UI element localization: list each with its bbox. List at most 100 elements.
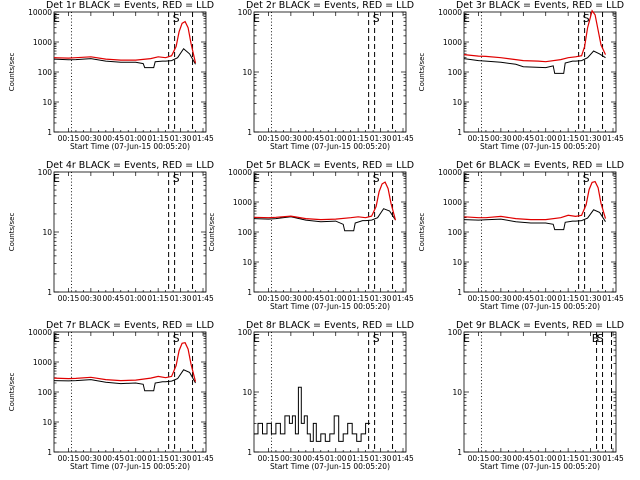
det-8r-events-line [254, 386, 371, 442]
det-9r-ytick-label: 100 [448, 328, 463, 337]
det-9r-title: Det 9r BLACK = Events, RED = LLD [456, 320, 624, 331]
det-2r-title: Det 2r BLACK = Events, RED = LLD [246, 0, 414, 11]
det-8r-xtick-label: 01:30 [370, 454, 392, 463]
det-4r-ytick-label: 1 [47, 288, 52, 297]
det-3r-xtick-label: 00:45 [512, 134, 534, 143]
det-4r-yaxis-title: Counts/sec [8, 213, 16, 252]
det-2r-xtick-label: 00:30 [280, 134, 302, 143]
det-3r-xaxis-title: Start Time (07-Jun-15 00:05:20) [480, 142, 600, 151]
det-9r-xtick-label: 01:45 [602, 454, 624, 463]
det-3r-events-line [463, 50, 606, 74]
det-7r-xtick-label: 00:45 [102, 454, 124, 463]
det-2r-panel: Det 2r BLACK = Events, RED = LLD 1 10 100 00… [238, 0, 414, 151]
det-5r-marker-label-e: E [253, 172, 260, 185]
det-1r-xtick-label: 01:45 [192, 134, 214, 143]
det-6r-title: Det 6r BLACK = Events, RED = LLD [456, 160, 624, 171]
det-2r-xtick-label: 00:15 [258, 134, 280, 143]
det-8r-ytick-label: 10 [242, 388, 252, 397]
det-7r-xtick-label: 01:15 [147, 454, 169, 463]
det-4r-ytick-label: 100 [38, 168, 53, 177]
det-9r-xtick-label: 00:45 [512, 454, 534, 463]
det-9r-xtick-label: 00:15 [468, 454, 490, 463]
det-4r-xtick-label: 01:45 [192, 294, 214, 303]
det-9r-marker-label-s: S [597, 332, 604, 345]
det-7r-xtick-label: 01:00 [125, 454, 147, 463]
det-6r-ytick-label: 1000 [443, 198, 462, 207]
det-4r-panel: Det 4r BLACK = Events, RED = LLD 1 10 100 00… [8, 160, 214, 303]
det-3r-ytick-label: 1 [457, 128, 462, 137]
det-8r-marker-label-s: S [373, 332, 380, 345]
det-6r-yaxis-title: Counts/sec [418, 213, 426, 252]
det-1r-ytick-label: 1000 [33, 38, 52, 47]
det-4r-ytick-label: 10 [42, 228, 52, 237]
det-9r-xtick-label: 01:15 [557, 454, 579, 463]
det-3r-xtick-label: 01:30 [580, 134, 602, 143]
det-8r-xtick-label: 01:15 [347, 454, 369, 463]
det-6r-xtick-label: 00:30 [490, 294, 512, 303]
det-7r-lld-line [53, 342, 197, 382]
det-6r-xaxis-title: Start Time (07-Jun-15 00:05:20) [480, 302, 600, 311]
det-8r-title: Det 8r BLACK = Events, RED = LLD [246, 320, 414, 331]
det-2r-xtick-label: 00:45 [302, 134, 324, 143]
det-1r-ytick-label: 10000 [28, 8, 52, 17]
det-5r-xtick-label: 01:15 [347, 294, 369, 303]
det-6r-xtick-label: 01:00 [535, 294, 557, 303]
det-4r-xtick-label: 01:30 [170, 294, 192, 303]
det-6r-ytick-label: 1 [457, 288, 462, 297]
det-8r-ytick-label: 1 [247, 448, 252, 457]
det-3r-yaxis-title: Counts/sec [418, 53, 426, 92]
det-5r-lld-line [253, 181, 397, 221]
det-2r-xtick-label: 01:15 [347, 134, 369, 143]
det-5r-marker-label-s: S [373, 172, 380, 185]
det-9r-marker-label-e: E [463, 332, 470, 345]
det-4r-xtick-label: 01:00 [125, 294, 147, 303]
det-4r-marker-label-s: S [173, 172, 180, 185]
det-1r-yaxis-title: Counts/sec [8, 53, 16, 92]
det-3r-xtick-label: 01:15 [557, 134, 579, 143]
det-8r-marker-label-e: E [253, 332, 260, 345]
det-5r-xtick-label: 01:00 [325, 294, 347, 303]
det-7r-ytick-label: 10 [42, 418, 52, 427]
det-4r-title: Det 4r BLACK = Events, RED = LLD [46, 160, 214, 171]
det-7r-xaxis-title: Start Time (07-Jun-15 00:05:20) [70, 462, 190, 471]
det-7r-xtick-label: 00:30 [80, 454, 102, 463]
det-8r-xaxis-title: Start Time (07-Jun-15 00:05:20) [270, 462, 390, 471]
det-5r-ytick-label: 1000 [233, 198, 252, 207]
det-7r-events-line [53, 369, 196, 392]
det-5r-xtick-label: 00:15 [258, 294, 280, 303]
det-9r-panel: Det 9r BLACK = Events, RED = LLD 1 10 100 00… [448, 320, 624, 471]
det-7r-ytick-label: 100 [38, 388, 53, 397]
det-1r-xaxis-title: Start Time (07-Jun-15 00:05:20) [70, 142, 190, 151]
det-9r-ytick-label: 1 [457, 448, 462, 457]
det-3r-ytick-label: 10000 [438, 8, 462, 17]
det-3r-marker-label-s: S [583, 12, 590, 25]
det-2r-xtick-label: 01:45 [392, 134, 414, 143]
det-5r-ytick-label: 100 [238, 228, 253, 237]
det-6r-marker-label-s: S [583, 172, 590, 185]
det-7r-marker-label-s: S [173, 332, 180, 345]
det-7r-ytick-label: 1 [47, 448, 52, 457]
det-2r-marker-label-e: E [253, 12, 260, 25]
det-7r-xtick-label: 01:30 [170, 454, 192, 463]
det-4r-xtick-label: 00:45 [102, 294, 124, 303]
det-2r-ytick-label: 1 [247, 128, 252, 137]
det-8r-xtick-label: 00:15 [258, 454, 280, 463]
det-9r-xaxis-title: Start Time (07-Jun-15 00:05:20) [480, 462, 600, 471]
det-2r-ytick-label: 10 [242, 68, 252, 77]
det-8r-xtick-label: 00:30 [280, 454, 302, 463]
det-9r-xtick-label: 00:30 [490, 454, 512, 463]
det-1r-xtick-label: 00:15 [58, 134, 80, 143]
det-1r-xtick-label: 01:15 [147, 134, 169, 143]
det-5r-ytick-label: 10000 [228, 168, 252, 177]
det-2r-marker-label-s: S [373, 12, 380, 25]
det-1r-marker-label-s: S [173, 12, 180, 25]
det-8r-panel: Det 8r BLACK = Events, RED = LLD 1 10 100 00… [238, 320, 414, 471]
det-4r-xtick-label: 00:15 [58, 294, 80, 303]
det-6r-ytick-label: 10000 [438, 168, 462, 177]
det-8r-xtick-label: 00:45 [302, 454, 324, 463]
det-5r-xtick-label: 01:45 [392, 294, 414, 303]
det-5r-events-line [253, 208, 396, 232]
det-1r-ytick-label: 100 [38, 68, 53, 77]
det-6r-ytick-label: 100 [448, 228, 463, 237]
